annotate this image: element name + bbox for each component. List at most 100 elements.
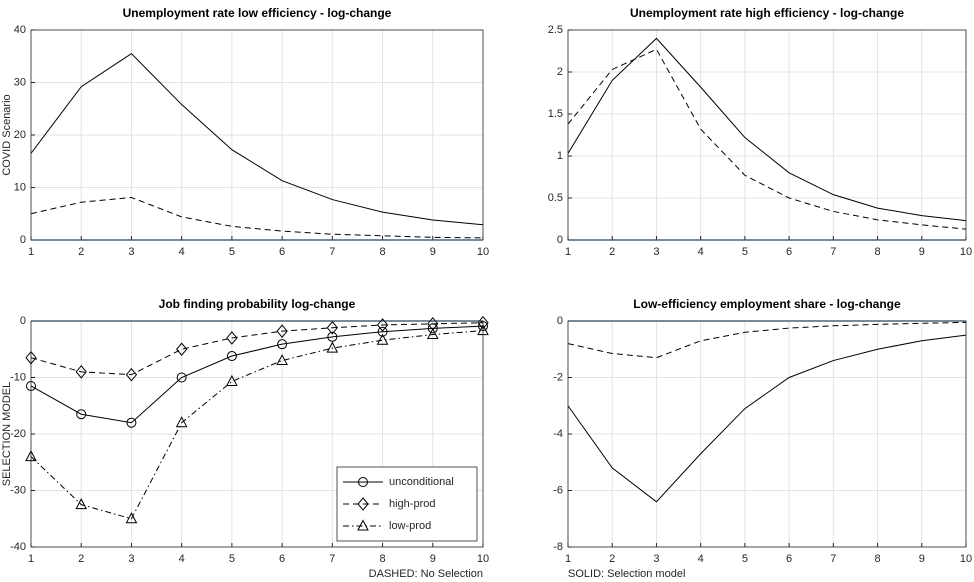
x-tick-label: 1 — [565, 553, 571, 565]
y-tick-label: 2.5 — [548, 24, 563, 36]
legend: unconditional high-prod low-prod — [336, 466, 478, 542]
marker — [376, 333, 389, 345]
x-tick-label: 7 — [329, 553, 335, 565]
y-tick-label: -4 — [553, 428, 563, 440]
y-axis-label: SELECTION MODEL — [1, 382, 13, 487]
x-tick-label: 4 — [179, 246, 185, 258]
marker — [125, 512, 138, 524]
y-tick-label: -2 — [553, 371, 563, 383]
x-tick-label: 5 — [229, 246, 235, 258]
y-tick-label: 10 — [14, 181, 26, 193]
y-tick-label: 1.5 — [548, 108, 563, 120]
x-tick-label: 3 — [128, 246, 134, 258]
marker — [126, 417, 137, 428]
axes-box — [567, 320, 967, 548]
subplot: 1 2 3 4 5 6 7 8 9 10 0 10 20 30 40 Unemployment rate lo… — [1, 6, 489, 258]
x-tick-label: 7 — [830, 553, 836, 565]
series-line — [567, 48, 967, 230]
x-tick-label: 9 — [919, 553, 925, 565]
marker — [75, 498, 88, 510]
subplot: 1 2 3 4 5 6 7 8 9 10 0 0.5 1 1.5 2 2.5 Unemployment rate… — [548, 6, 972, 258]
marker — [76, 409, 87, 420]
marker — [357, 497, 369, 511]
subplot: 1 2 3 4 5 6 7 8 9 10 -8 -6 -4 -2 0 Low-efficiency emplo… — [553, 297, 972, 580]
y-tick-label: -6 — [553, 484, 563, 496]
axes-box — [30, 29, 484, 241]
marker — [176, 342, 188, 357]
marker — [75, 365, 87, 379]
x-tick-label: 1 — [28, 246, 34, 258]
marker — [226, 374, 238, 386]
x-tick-label: 10 — [477, 246, 489, 258]
y-tick-label: -40 — [10, 541, 26, 553]
x-tick-label: 4 — [698, 246, 704, 258]
x-tick-label: 5 — [229, 553, 235, 565]
x-tick-label: 3 — [653, 553, 659, 565]
series-line — [30, 322, 484, 376]
x-tick-label: 2 — [609, 246, 615, 258]
marker — [358, 477, 368, 487]
legend-label: low-prod — [389, 520, 431, 532]
series-line — [30, 330, 484, 520]
legend-label: unconditional — [389, 476, 454, 488]
y-tick-label: -30 — [10, 484, 26, 496]
x-tick-label: 6 — [786, 246, 792, 258]
y-axis-label: COVID Scenario — [1, 94, 13, 175]
x-tick-label: 4 — [698, 553, 704, 565]
x-tick-label: 2 — [609, 553, 615, 565]
x-tick-label: 6 — [279, 553, 285, 565]
x-tick-label: 7 — [329, 246, 335, 258]
marker — [226, 331, 238, 345]
marker — [327, 331, 338, 342]
x-tick-label: 3 — [128, 553, 134, 565]
marker — [175, 416, 188, 428]
marker — [276, 324, 288, 338]
y-tick-label: 1 — [557, 150, 563, 162]
x-tick-label: 9 — [430, 553, 436, 565]
x-tick-label: 7 — [830, 246, 836, 258]
y-tick-label: 30 — [14, 76, 26, 88]
marker — [326, 341, 339, 353]
chart-title: Job finding probability log-change — [159, 297, 356, 311]
x-tick-label: 9 — [430, 246, 436, 258]
x-tick-label: 10 — [477, 553, 489, 565]
marker — [377, 326, 388, 337]
chart-title: Low-efficiency employment share - log-ch… — [633, 297, 901, 311]
marker — [376, 318, 389, 332]
x-tick-label: 3 — [653, 246, 659, 258]
x-tick-label: 6 — [786, 553, 792, 565]
y-tick-label: 20 — [14, 129, 26, 141]
x-tick-label: 10 — [960, 246, 972, 258]
y-tick-label: 0 — [20, 234, 26, 246]
marker — [276, 353, 288, 366]
y-tick-label: 2 — [557, 66, 563, 78]
legend-box — [336, 466, 478, 542]
axes-box — [567, 29, 967, 241]
x-tick-label: 10 — [960, 553, 972, 565]
series-line — [30, 325, 484, 424]
marker — [176, 372, 187, 383]
x-tick-label: 1 — [28, 553, 34, 565]
chart-title: Unemployment rate low efficiency - log-c… — [123, 6, 392, 20]
y-tick-label: 0 — [557, 315, 563, 327]
x-tick-label: 8 — [874, 553, 880, 565]
x-tick-label: 8 — [874, 246, 880, 258]
marker — [226, 351, 237, 362]
x-tick-label: 2 — [78, 246, 84, 258]
x-tick-label: 6 — [279, 246, 285, 258]
subplot: 1 2 3 4 5 6 7 8 9 10 -40 -30 -20 -10 0 Job finding prob… — [1, 297, 489, 580]
x-axis-label: DASHED: No Selection — [369, 568, 483, 580]
x-tick-label: 9 — [919, 246, 925, 258]
y-tick-label: 40 — [14, 24, 26, 36]
x-axis-label: SOLID: Selection model — [568, 568, 685, 580]
y-tick-label: -20 — [10, 428, 26, 440]
legend-label: high-prod — [389, 498, 435, 510]
marker — [277, 339, 288, 350]
series-line — [567, 321, 967, 359]
x-tick-label: 2 — [78, 553, 84, 565]
plot-area — [568, 30, 966, 240]
y-tick-label: 0 — [20, 315, 26, 327]
y-tick-label: 0 — [557, 234, 563, 246]
series-line — [30, 52, 484, 226]
